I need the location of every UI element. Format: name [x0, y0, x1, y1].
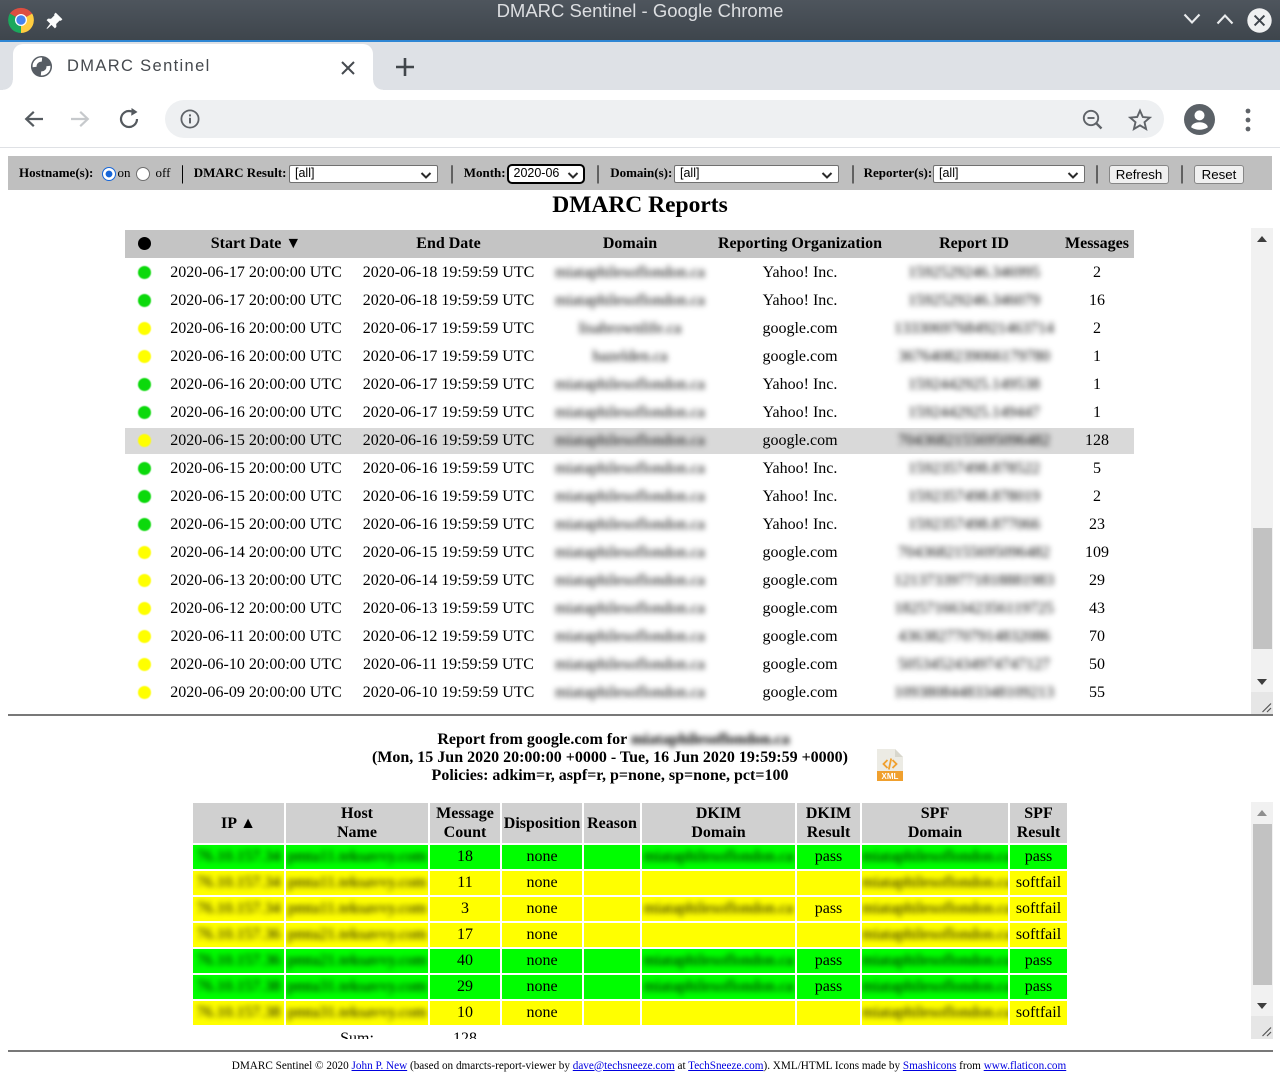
svg-text:XML: XML: [882, 772, 899, 781]
